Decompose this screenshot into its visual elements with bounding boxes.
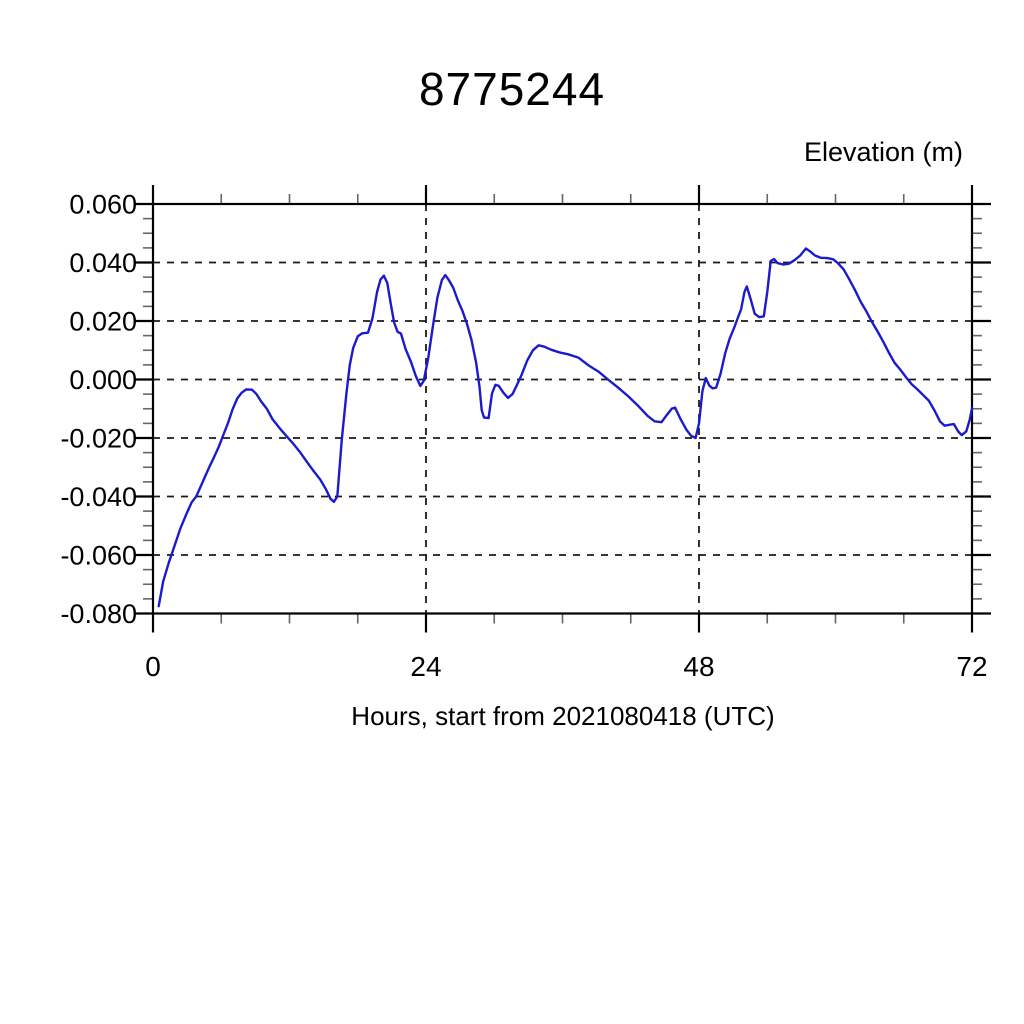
- series-line: [157, 247, 974, 608]
- y-axis-unit-label: Elevation (m): [803, 137, 963, 167]
- chart-title: 8775244: [418, 63, 606, 115]
- y-tick-label: 0.000: [69, 365, 137, 395]
- plot-frame: [151, 202, 974, 615]
- y-tick-label: -0.040: [60, 482, 137, 512]
- x-axis-label: Hours, start from 2021080418 (UTC): [351, 701, 775, 731]
- x-tick-label: 24: [410, 651, 441, 682]
- y-tick-label: 0.060: [69, 190, 137, 220]
- y-tick-label: -0.080: [60, 599, 137, 629]
- y-tick-label: -0.020: [60, 424, 137, 454]
- y-tick-label: 0.020: [69, 307, 137, 337]
- x-tick-label: 0: [145, 651, 161, 682]
- x-tick-label: 72: [956, 651, 987, 682]
- y-tick-label: 0.040: [69, 248, 137, 278]
- y-tick-label: -0.060: [60, 541, 137, 571]
- x-tick-label: 48: [683, 651, 714, 682]
